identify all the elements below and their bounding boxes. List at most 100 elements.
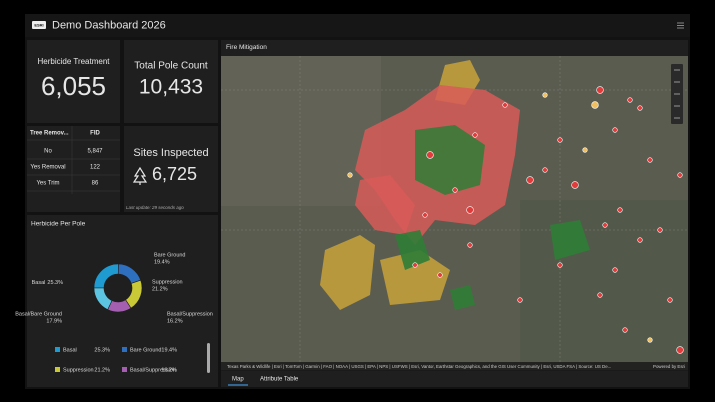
treatment-area [380, 250, 450, 305]
slice-value: 19.4% [154, 259, 170, 265]
slice-value: 21.2% [152, 286, 168, 292]
incident-point [612, 267, 618, 273]
panel [27, 215, 218, 387]
indicator-title: Total Pole Count [134, 61, 208, 72]
attribution: Texas Parks & Wildlife | Esri | TomTom |… [227, 364, 611, 369]
legend-swatch [122, 347, 127, 352]
tab[interactable]: Attribute Table [260, 377, 299, 383]
legend-label: Bare Ground [130, 347, 162, 353]
indicator-value: 6,725 [152, 164, 197, 184]
fire-area [355, 175, 415, 235]
treatment-area [320, 235, 375, 310]
scrollbar[interactable] [207, 343, 210, 373]
update-note: Last update: 29 seconds ago [126, 205, 184, 210]
incident-point [542, 92, 548, 98]
slice-category: Suppression [152, 279, 183, 285]
indicator-value: 6,055 [41, 71, 106, 101]
table-cell: 122 [90, 165, 101, 171]
legend-swatch [55, 347, 60, 352]
incident-point [657, 227, 663, 233]
slice-value: 17.9% [46, 318, 62, 324]
incident-point [582, 147, 588, 153]
incident-point [602, 222, 608, 228]
tab[interactable]: Map [232, 377, 244, 383]
vegetation-area [415, 125, 485, 195]
legend-label: Basal/Suppression [130, 367, 176, 373]
incident-point [422, 212, 428, 218]
menu-icon[interactable] [676, 21, 684, 29]
incident-point [466, 206, 474, 214]
incident-point [502, 102, 508, 108]
logo-text: ESRI [34, 23, 43, 28]
incident-point [347, 172, 353, 178]
incident-point [622, 327, 628, 333]
incident-point [517, 297, 523, 303]
incident-point [596, 86, 604, 94]
incident-point [647, 157, 653, 163]
map[interactable] [221, 56, 688, 370]
legend-label: Suppression [63, 367, 94, 373]
slice-category: Basal/Suppression [167, 311, 213, 317]
tree-icon [132, 166, 148, 185]
incident-point [647, 337, 653, 343]
header-title: Demo Dashboard 2026 [52, 19, 166, 31]
panel [27, 40, 120, 123]
legend-label: Basal [63, 347, 77, 353]
legend-value: 25.3% [94, 347, 110, 353]
legend-swatch [55, 367, 60, 372]
incident-point [617, 207, 623, 213]
incident-point [667, 297, 673, 303]
legend-value: 16.2% [161, 367, 177, 373]
incident-point [557, 262, 563, 268]
incident-point [452, 187, 458, 193]
slice-category: Basal/Bare Ground [15, 311, 62, 317]
incident-point [542, 167, 548, 173]
incident-point [676, 346, 684, 354]
table-cell: Yes Trim [36, 181, 59, 187]
incident-point [426, 151, 434, 159]
header [25, 14, 690, 37]
incident-point [571, 181, 579, 189]
incident-point [472, 132, 478, 138]
slice-category: Bare Ground [154, 252, 186, 258]
incident-point [557, 137, 563, 143]
panel [27, 126, 120, 212]
table-header: Tree Remov... [30, 131, 69, 137]
table: Tree Remov... FID No 5,847 Yes Removal 122 Yes… [27, 126, 120, 194]
indicator-title: Sites Inspected [133, 147, 208, 159]
table-cell: 5,847 [87, 149, 103, 155]
vegetation-area [395, 220, 590, 310]
slice-value: 25.3% [47, 280, 63, 286]
slice-value: 16.2% [167, 318, 183, 324]
incident-point [637, 105, 643, 111]
incident-point [677, 172, 683, 178]
table-header: FID [90, 131, 100, 137]
incident-point [526, 176, 534, 184]
tabs: Map Attribute Table [228, 377, 299, 386]
slice-category: Basal [32, 280, 46, 286]
indicator-value: 10,433 [139, 76, 203, 99]
slice-label: Basal 25.3% [32, 280, 63, 286]
incident-point [437, 272, 443, 278]
legend-swatch [122, 367, 127, 372]
incident-point [412, 262, 418, 268]
incident-point [612, 127, 618, 133]
attribution-bar [221, 362, 688, 371]
incident-point [597, 292, 603, 298]
pie-slice [93, 287, 113, 311]
table-cell: Yes Removal [30, 165, 65, 171]
legend-value: 19.4% [161, 347, 177, 353]
table-cell: No [44, 149, 52, 155]
chart: Basal 25.3%Bare Ground19.4%Suppression21.… [15, 252, 213, 373]
legend-value: 21.2% [94, 367, 110, 373]
logo [32, 21, 46, 29]
indicator-title: Herbicide Treatment [37, 57, 110, 66]
map-title: Fire Mitigation [226, 44, 267, 51]
table-cell: 86 [92, 181, 99, 187]
map-tools[interactable] [671, 64, 683, 124]
incident-points [347, 86, 684, 354]
incident-point [627, 97, 633, 103]
incident-point [637, 237, 643, 243]
